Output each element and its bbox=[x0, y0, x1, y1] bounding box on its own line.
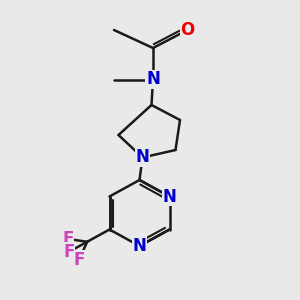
Text: F: F bbox=[62, 230, 74, 248]
Text: O: O bbox=[180, 21, 195, 39]
Text: F: F bbox=[63, 243, 74, 261]
Text: F: F bbox=[74, 250, 85, 268]
Text: N: N bbox=[133, 237, 146, 255]
Text: N: N bbox=[146, 70, 160, 88]
Text: N: N bbox=[163, 188, 176, 206]
Text: N: N bbox=[136, 148, 149, 166]
